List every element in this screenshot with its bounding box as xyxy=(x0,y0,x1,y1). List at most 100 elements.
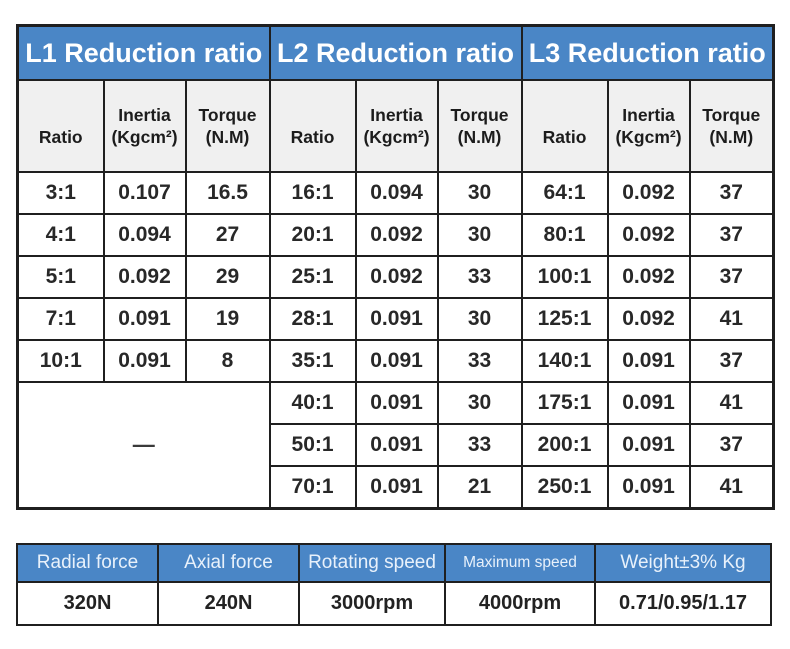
inertia-cell: 0.091 xyxy=(354,381,439,425)
col-header-inertia-unit: (Kgcm²) xyxy=(615,127,682,147)
col-header-inertia-label: Inertia xyxy=(622,105,675,125)
inertia-cell: 0.091 xyxy=(354,423,439,467)
spec-value-rotating-speed: 3000rpm xyxy=(298,581,446,626)
spec-header-axial-force: Axial force xyxy=(157,543,300,583)
ratio-cell: 100:1 xyxy=(520,255,609,299)
inertia-cell: 0.091 xyxy=(354,297,439,341)
torque-cell: 33 xyxy=(436,423,523,467)
inertia-cell: 0.092 xyxy=(606,255,691,299)
torque-cell: 37 xyxy=(688,423,775,467)
data-row: 4:1 0.094 27 20:1 0.092 30 80:1 0.092 37 xyxy=(16,213,775,257)
inertia-cell: 0.094 xyxy=(354,171,439,215)
ratio-cell: 4:1 xyxy=(16,213,105,257)
spec-value-radial-force: 320N xyxy=(16,581,159,626)
col-header-inertia-unit: (Kgcm²) xyxy=(363,127,430,147)
ratio-cell: 125:1 xyxy=(520,297,609,341)
ratio-cell: 250:1 xyxy=(520,465,609,510)
col-header-ratio-label: Ratio xyxy=(290,127,335,147)
col-header-ratio-l3: Ratio xyxy=(520,79,609,173)
torque-cell: 41 xyxy=(688,297,775,341)
inertia-cell: 0.091 xyxy=(102,339,187,383)
l1-empty-cell: — xyxy=(16,381,271,510)
inertia-cell: 0.091 xyxy=(354,339,439,383)
col-header-inertia-l2: Inertia (Kgcm²) xyxy=(354,79,439,173)
inertia-cell: 0.091 xyxy=(606,423,691,467)
col-header-torque-label: Torque xyxy=(198,105,257,125)
torque-cell: 33 xyxy=(436,255,523,299)
ratio-cell: 200:1 xyxy=(520,423,609,467)
spec-header-rotating-speed: Rotating speed xyxy=(298,543,446,583)
inertia-cell: 0.092 xyxy=(606,171,691,215)
col-header-torque-l1: Torque (N.M) xyxy=(184,79,271,173)
reduction-ratio-tables: L1 Reduction ratio L2 Reduction ratio L3… xyxy=(16,24,776,510)
torque-cell: 16.5 xyxy=(184,171,271,215)
col-header-ratio-label: Ratio xyxy=(38,127,83,147)
ratio-cell: 64:1 xyxy=(520,171,609,215)
data-row: 50:1 0.091 33 200:1 0.091 37 xyxy=(18,423,775,467)
section-title-l1: L1 Reduction ratio xyxy=(16,24,271,81)
torque-cell: 29 xyxy=(184,255,271,299)
ratio-cell: 10:1 xyxy=(16,339,105,383)
data-row: 3:1 0.107 16.5 16:1 0.094 30 64:1 0.092 37 xyxy=(16,171,775,215)
inertia-cell: 0.091 xyxy=(606,339,691,383)
ratio-cell: 70:1 xyxy=(268,465,357,510)
col-header-torque-label: Torque xyxy=(450,105,509,125)
col-header-inertia-l1: Inertia (Kgcm²) xyxy=(102,79,187,173)
inertia-cell: 0.091 xyxy=(102,297,187,341)
torque-cell: 37 xyxy=(688,339,775,383)
section-title-l2: L2 Reduction ratio xyxy=(268,24,523,81)
col-header-inertia-label: Inertia xyxy=(370,105,423,125)
ratio-cell: 140:1 xyxy=(520,339,609,383)
torque-cell: 37 xyxy=(688,171,775,215)
inertia-cell: 0.091 xyxy=(606,465,691,510)
ratio-cell: 175:1 xyxy=(520,381,609,425)
inertia-cell: 0.092 xyxy=(606,297,691,341)
ratio-cell: 80:1 xyxy=(520,213,609,257)
inertia-cell: 0.092 xyxy=(354,213,439,257)
inertia-cell: 0.092 xyxy=(102,255,187,299)
torque-cell: 30 xyxy=(436,297,523,341)
ratio-cell: 16:1 xyxy=(268,171,357,215)
ratio-cell: 3:1 xyxy=(16,171,105,215)
section-title-row: L1 Reduction ratio L2 Reduction ratio L3… xyxy=(16,24,775,81)
torque-cell: 27 xyxy=(184,213,271,257)
torque-cell: 33 xyxy=(436,339,523,383)
ratio-cell: 20:1 xyxy=(268,213,357,257)
reduction-ratio-table: L1 Reduction ratio L2 Reduction ratio L3… xyxy=(16,24,776,510)
spec-value-weight: 0.71/0.95/1.17 xyxy=(594,581,772,626)
col-header-ratio-label: Ratio xyxy=(542,127,587,147)
ratio-cell: 25:1 xyxy=(268,255,357,299)
ratio-cell: 50:1 xyxy=(268,423,357,467)
ratio-cell: 35:1 xyxy=(268,339,357,383)
spec-value-axial-force: 240N xyxy=(157,581,300,626)
col-header-torque-label: Torque xyxy=(702,105,761,125)
ratio-cell: 7:1 xyxy=(16,297,105,341)
col-header-torque-unit: (N.M) xyxy=(457,127,502,147)
torque-cell: 37 xyxy=(688,213,775,257)
col-header-ratio-l2: Ratio xyxy=(268,79,357,173)
inertia-cell: 0.092 xyxy=(606,213,691,257)
spec-header-radial-force: Radial force xyxy=(16,543,159,583)
inertia-cell: 0.091 xyxy=(354,465,439,510)
col-header-ratio-l1: Ratio xyxy=(16,79,105,173)
spec-header-maximum-speed: Maximum speed xyxy=(444,543,596,583)
spec-value-maximum-speed: 4000rpm xyxy=(444,581,596,626)
inertia-cell: 0.107 xyxy=(102,171,187,215)
inertia-cell: 0.091 xyxy=(606,381,691,425)
inertia-cell: 0.092 xyxy=(354,255,439,299)
spec-table-wrap: Radial force Axial force Rotating speed … xyxy=(16,543,772,626)
torque-cell: 30 xyxy=(436,171,523,215)
spec-table: Radial force Axial force Rotating speed … xyxy=(16,543,772,626)
torque-cell: 30 xyxy=(436,213,523,257)
column-header-row: Ratio Inertia (Kgcm²) Torque (N.M) Ratio I… xyxy=(16,79,775,173)
torque-cell: 41 xyxy=(688,465,775,510)
ratio-cell: 5:1 xyxy=(16,255,105,299)
torque-cell: 30 xyxy=(436,381,523,425)
torque-cell: 21 xyxy=(436,465,523,510)
torque-cell: 37 xyxy=(688,255,775,299)
torque-cell: 41 xyxy=(688,381,775,425)
inertia-cell: 0.094 xyxy=(102,213,187,257)
torque-cell: 8 xyxy=(184,339,271,383)
spec-header-weight: Weight±3% Kg xyxy=(594,543,772,583)
col-header-torque-unit: (N.M) xyxy=(709,127,754,147)
